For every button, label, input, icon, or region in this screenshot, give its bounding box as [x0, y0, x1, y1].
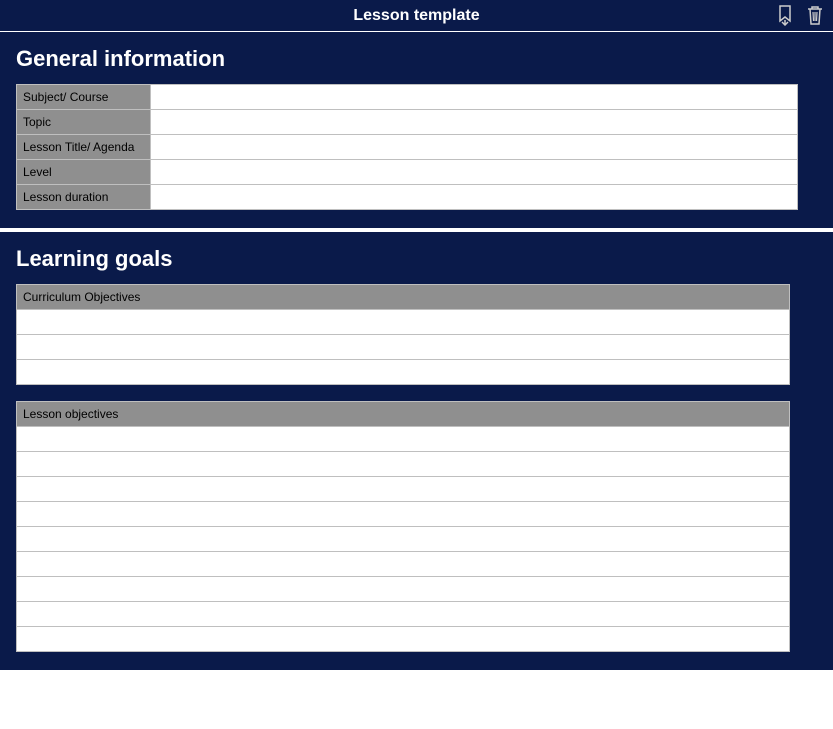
lesson-row-cell[interactable]	[17, 552, 790, 577]
lesson-objectives-table: Lesson objectives	[16, 401, 790, 652]
table-row	[17, 602, 790, 627]
curriculum-row-cell[interactable]	[17, 310, 790, 335]
lesson-row-cell[interactable]	[17, 502, 790, 527]
trash-icon[interactable]	[805, 4, 825, 31]
table-row: Curriculum Objectives	[17, 285, 790, 310]
lesson-row-cell[interactable]	[17, 477, 790, 502]
gi-label-cell: Topic	[17, 110, 151, 135]
table-row	[17, 335, 790, 360]
table-row: Level	[17, 160, 798, 185]
gi-label-cell: Lesson Title/ Agenda	[17, 135, 151, 160]
curriculum-header-cell: Curriculum Objectives	[17, 285, 790, 310]
lesson-row-cell[interactable]	[17, 577, 790, 602]
table-row	[17, 552, 790, 577]
table-row: Lesson objectives	[17, 402, 790, 427]
gi-value-cell[interactable]	[151, 160, 798, 185]
table-row: Subject/ Course	[17, 85, 798, 110]
lesson-row-cell[interactable]	[17, 602, 790, 627]
section-title-goals: Learning goals	[16, 246, 817, 272]
gi-value-cell[interactable]	[151, 135, 798, 160]
gi-value-cell[interactable]	[151, 110, 798, 135]
table-row	[17, 502, 790, 527]
curriculum-row-cell[interactable]	[17, 360, 790, 385]
gi-label-cell: Level	[17, 160, 151, 185]
lesson-row-cell[interactable]	[17, 627, 790, 652]
table-row	[17, 427, 790, 452]
lesson-row-cell[interactable]	[17, 527, 790, 552]
gi-label-cell: Subject/ Course	[17, 85, 151, 110]
curriculum-row-cell[interactable]	[17, 335, 790, 360]
table-row	[17, 310, 790, 335]
section-learning-goals: Learning goals Curriculum Objectives Les…	[0, 232, 833, 670]
curriculum-objectives-table: Curriculum Objectives	[16, 284, 790, 385]
bookmark-icon[interactable]	[775, 4, 795, 31]
lesson-row-cell[interactable]	[17, 427, 790, 452]
table-row	[17, 477, 790, 502]
header-title: Lesson template	[353, 7, 479, 25]
table-row: Topic	[17, 110, 798, 135]
gi-value-cell[interactable]	[151, 185, 798, 210]
lesson-row-cell[interactable]	[17, 452, 790, 477]
gi-label-cell: Lesson duration	[17, 185, 151, 210]
header-icons	[775, 4, 825, 31]
gi-value-cell[interactable]	[151, 85, 798, 110]
app-header: Lesson template	[0, 0, 833, 32]
general-info-table: Subject/ CourseTopicLesson Title/ Agenda…	[16, 84, 798, 210]
table-row	[17, 452, 790, 477]
table-row: Lesson duration	[17, 185, 798, 210]
table-row	[17, 577, 790, 602]
section-general-information: General information Subject/ CourseTopic…	[0, 32, 833, 228]
table-row	[17, 627, 790, 652]
table-row	[17, 360, 790, 385]
table-row: Lesson Title/ Agenda	[17, 135, 798, 160]
table-row	[17, 527, 790, 552]
lesson-header-cell: Lesson objectives	[17, 402, 790, 427]
section-title-general: General information	[16, 46, 817, 72]
